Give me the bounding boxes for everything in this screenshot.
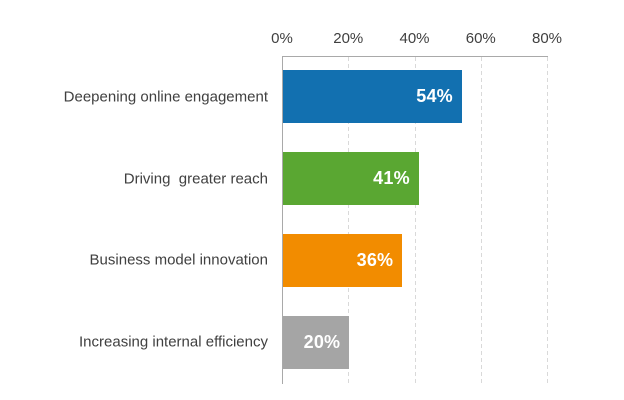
bar-series: 54% 41% 36% 20% (283, 56, 623, 383)
category-label: Driving greater reach (123, 170, 268, 188)
bar: 36% (283, 233, 403, 287)
gridline (414, 57, 416, 384)
x-axis-tick-label: 80% (531, 30, 563, 47)
bar: 41% (283, 152, 419, 206)
category-axis-labels: Deepening online engagement Driving great… (0, 56, 268, 383)
x-axis-tick-label: 20% (333, 30, 364, 47)
gridline (547, 57, 548, 384)
bar-value-label: 20% (303, 331, 341, 352)
category-label: Increasing internal efficiency (79, 333, 268, 351)
bar: 54% (283, 70, 462, 124)
x-axis-tick-label: 0% (271, 30, 293, 47)
category-label: Business model innovation (89, 251, 268, 269)
bar-value-label: 41% (373, 168, 410, 189)
bar-value-label: 54% (416, 86, 453, 107)
bar: 20% (283, 315, 350, 369)
plot-area (282, 56, 548, 384)
x-axis-tick-label: 40% (399, 30, 430, 47)
x-axis-tick-label: 60% (465, 30, 496, 47)
x-axis-top: 0% 20% 40% 60% 80% (271, 29, 622, 49)
gridline (348, 57, 350, 384)
gridline (480, 57, 482, 384)
category-label: Deepening online engagement (63, 88, 268, 106)
bar-value-label: 36% (356, 249, 394, 270)
